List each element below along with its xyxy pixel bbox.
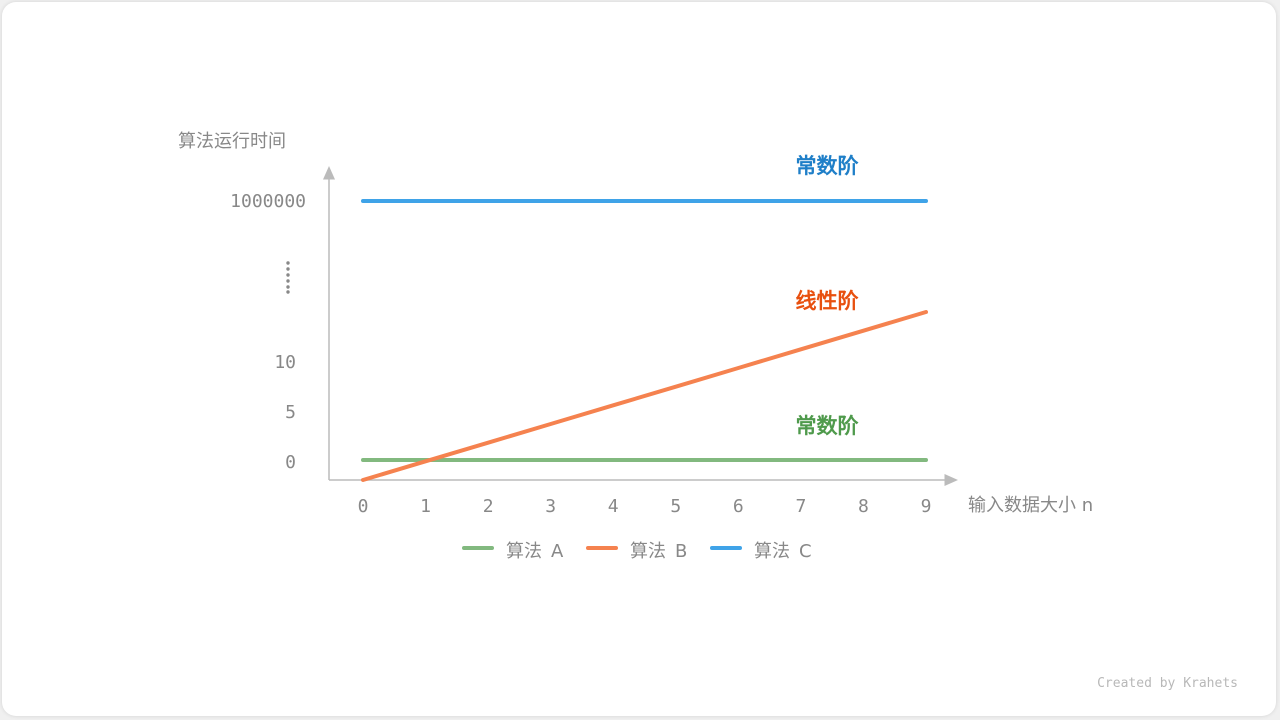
x-tick-label: 5 <box>670 496 681 517</box>
y-break-dots <box>286 261 290 294</box>
x-tick-label: 3 <box>545 496 556 517</box>
x-tick-label: 2 <box>483 496 494 517</box>
x-tick-label: 6 <box>733 496 744 517</box>
y-tick-label: 10 <box>274 352 296 373</box>
series-line <box>361 310 928 482</box>
x-tick-label: 9 <box>921 496 932 517</box>
y-tick-label: 0 <box>285 452 296 473</box>
legend-label: 算法 A <box>506 541 564 562</box>
y-break-label: 1000000 <box>230 191 306 212</box>
credit: Created by Krahets <box>1097 676 1238 691</box>
series-annotation: 线性阶 <box>796 289 860 313</box>
x-tick-label: 4 <box>608 496 619 517</box>
x-tick-label: 8 <box>858 496 869 517</box>
x-axis-label: 输入数据大小 n <box>968 495 1093 516</box>
y-tick-label: 5 <box>285 402 296 423</box>
x-tick-label: 1 <box>420 496 431 517</box>
x-tick-label: 7 <box>795 496 806 517</box>
series-annotation: 常数阶 <box>796 414 860 438</box>
legend-label: 算法 B <box>630 541 687 562</box>
y-axis-label: 算法运行时间 <box>178 131 286 152</box>
legend-label: 算法 C <box>754 541 812 562</box>
x-tick-label: 0 <box>358 496 369 517</box>
series-annotation: 常数阶 <box>796 154 860 178</box>
